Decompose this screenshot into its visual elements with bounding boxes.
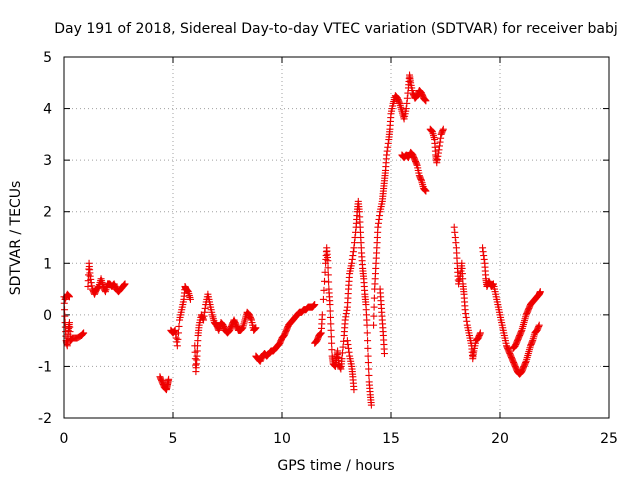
data-point (321, 277, 329, 285)
data-point (350, 386, 358, 394)
data-point (363, 329, 371, 337)
data-point (320, 286, 328, 294)
data-point (365, 371, 373, 379)
x-tick-label: 15 (382, 431, 400, 447)
data-point (439, 125, 447, 133)
data-point (364, 352, 372, 360)
y-tick-label: 0 (43, 308, 52, 324)
y-tick-label: -2 (38, 411, 52, 427)
y-tick-label: 2 (43, 205, 52, 221)
data-point (476, 329, 484, 337)
y-axis-label: SDTVAR / TECUs (8, 181, 24, 296)
data-point (174, 335, 182, 343)
data-point (80, 329, 88, 337)
data-point (364, 359, 372, 367)
axis-ticks: 0 5 10 15 20 25 -2 -1 0 1 2 3 4 5 (38, 50, 618, 447)
data-point (363, 321, 371, 329)
data-point (324, 257, 332, 265)
data-point (165, 375, 173, 383)
data-point (535, 321, 543, 329)
chart-title: Day 191 of 2018, Sidereal Day-to-day VTE… (54, 21, 617, 37)
data-point (324, 264, 332, 272)
data-point (370, 321, 378, 329)
data-point (380, 350, 388, 358)
data-point (327, 326, 335, 334)
data-point (328, 339, 336, 347)
y-tick-label: -1 (38, 359, 52, 375)
data-point (327, 313, 335, 321)
y-tick-label: 5 (43, 50, 52, 66)
data-point (174, 329, 182, 337)
data-point (65, 293, 73, 301)
y-tick-label: 1 (43, 256, 52, 272)
data-point (318, 311, 326, 319)
data-point (175, 322, 183, 330)
data-point (367, 401, 375, 409)
data-point (365, 365, 373, 373)
x-tick-label: 0 (60, 431, 69, 447)
y-tick-label: 3 (43, 153, 52, 169)
data-point (364, 344, 372, 352)
data-point (326, 307, 334, 315)
data-point (422, 97, 430, 105)
data-point (326, 301, 334, 309)
data-point (121, 280, 129, 288)
data-point (186, 295, 194, 303)
x-tick-label: 20 (491, 431, 509, 447)
x-tick-label: 5 (169, 431, 178, 447)
y-tick-label: 4 (43, 102, 52, 118)
data-point (311, 301, 319, 309)
data-point (370, 294, 378, 302)
x-tick-label: 25 (600, 431, 618, 447)
data-point (325, 278, 333, 286)
data-point (324, 271, 332, 279)
x-axis-label: GPS time / hours (277, 458, 394, 474)
data-point (328, 346, 336, 354)
data-point (173, 342, 181, 350)
data-point (370, 312, 378, 320)
data-point (61, 306, 69, 314)
data-point (61, 312, 69, 320)
data-points (60, 71, 544, 409)
x-tick-label: 10 (273, 431, 291, 447)
data-point (536, 288, 544, 296)
data-point (252, 324, 260, 332)
data-point (319, 295, 327, 303)
data-point (364, 337, 372, 345)
plot-frame (63, 56, 610, 419)
data-point (327, 320, 335, 328)
data-point (422, 187, 430, 195)
data-point (327, 333, 335, 341)
data-point (370, 303, 378, 311)
